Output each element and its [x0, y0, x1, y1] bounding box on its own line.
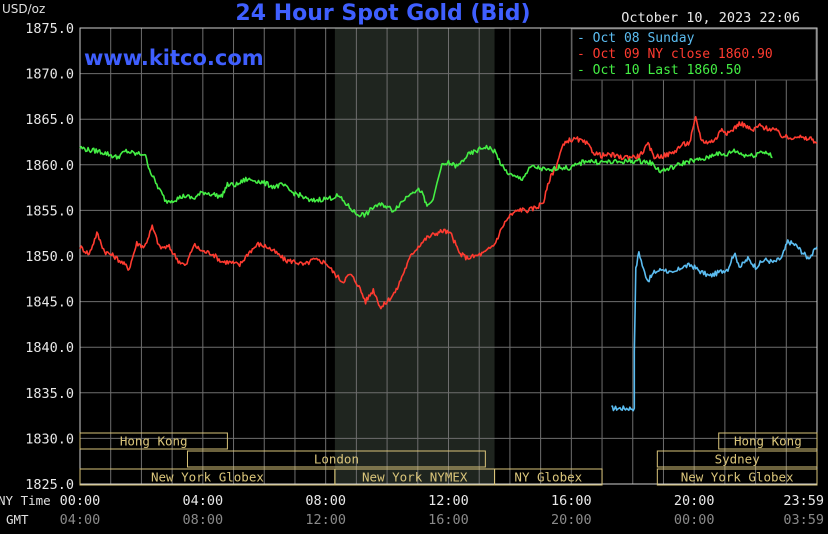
session-label: Sydney	[715, 452, 761, 467]
series-line-1	[611, 239, 818, 412]
x-tick-label-gmt: 16:00	[428, 512, 469, 528]
grid-layer	[80, 28, 817, 484]
session-label: New York Globex	[151, 470, 264, 485]
x-tick-labels: 00:00 04:00 04:00 08:00 08:00 12:00 12:00 16:00…	[60, 493, 824, 528]
y-tick-label: 1835.0	[25, 386, 74, 402]
legend-box	[571, 28, 817, 81]
x-tick-label-ny: 16:00	[551, 493, 592, 509]
x-tick-label-gmt: 08:00	[183, 512, 224, 528]
x-tick-label-gmt: 20:00	[551, 512, 592, 528]
y-tick-label: 1870.0	[25, 67, 74, 83]
x-tick-label-ny: 12:00	[428, 493, 469, 509]
series-line-3	[79, 144, 773, 218]
chart-title: 24 Hour Spot Gold (Bid)	[235, 1, 530, 26]
session-bar	[494, 468, 603, 486]
series-layer	[79, 115, 818, 412]
x-tick-label-ny: 00:00	[60, 493, 101, 509]
session-bar	[718, 432, 818, 450]
x-tick-label-ny: 04:00	[183, 493, 224, 509]
session-label: London	[314, 452, 359, 467]
series-line-2	[79, 115, 818, 310]
y-tick-label: 1850.0	[25, 249, 74, 265]
y-tick-label: 1840.0	[25, 340, 74, 356]
legend-entry: - Oct 09 NY close 1860.90	[577, 47, 773, 62]
x-tick-label-ny: 23:59	[783, 493, 824, 509]
website-label: www.kitco.com	[84, 46, 264, 70]
session-label: New York Globex	[681, 470, 794, 485]
session-label: NY Globex	[514, 470, 582, 485]
y-tick-label: 1865.0	[25, 112, 74, 128]
session-bar	[656, 450, 818, 468]
x-tick-label-gmt: 04:00	[60, 512, 101, 528]
legend-entry: - Oct 08 Sunday	[577, 31, 695, 46]
session-label: Hong Kong	[734, 434, 802, 449]
y-tick-label: 1860.0	[25, 158, 74, 174]
y-tick-label: 1825.0	[25, 477, 74, 493]
x-tick-label-ny: 08:00	[305, 493, 346, 509]
ny-time-row-label: NY Time	[0, 493, 51, 508]
y-tick-label: 1845.0	[25, 295, 74, 311]
legend-entry: - Oct 10 Last 1860.50	[577, 63, 741, 78]
x-tick-label-ny: 20:00	[674, 493, 715, 509]
y-tick-label: 1875.0	[25, 21, 74, 37]
legend: - Oct 08 Sunday- Oct 09 NY close 1860.90…	[577, 31, 773, 78]
y-tick-label: 1830.0	[25, 431, 74, 447]
x-tick-label-gmt: 12:00	[305, 512, 346, 528]
gmt-row-label: GMT	[6, 512, 29, 527]
plot-frame	[79, 27, 818, 485]
session-bar	[656, 468, 818, 486]
session-label: New York NYMEX	[362, 470, 468, 485]
session-bar	[79, 432, 228, 450]
session-label: Hong Kong	[120, 434, 188, 449]
session-bar	[186, 450, 486, 468]
y-tick-label: 1855.0	[25, 203, 74, 219]
timestamp: October 10, 2023 22:06	[621, 10, 800, 26]
x-tick-label-gmt: 00:00	[674, 512, 715, 528]
unit-label: USD/oz	[2, 2, 45, 16]
y-tick-labels: 1875.0 1870.0 1865.0 1860.0 1855.0 1850.0 1845…	[25, 21, 74, 493]
session-layer: Hong Kong Hong Kong London Sydney New York G…	[79, 432, 818, 486]
x-tick-label-gmt: 03:59	[783, 512, 824, 528]
